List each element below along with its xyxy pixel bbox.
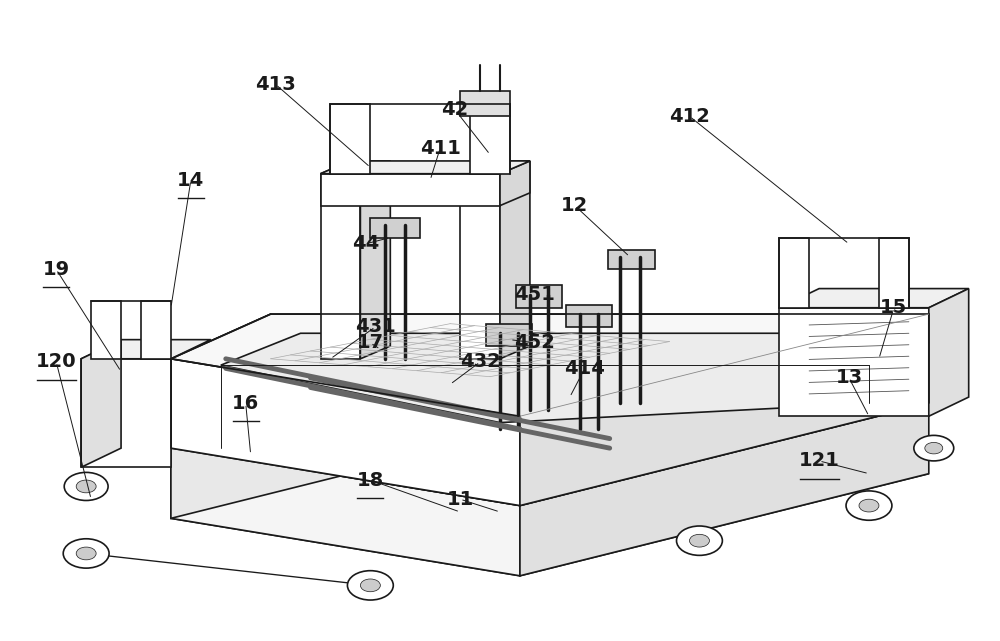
Circle shape — [689, 535, 709, 547]
Circle shape — [360, 579, 380, 592]
Text: 121: 121 — [799, 451, 840, 470]
Circle shape — [76, 480, 96, 493]
Polygon shape — [360, 161, 390, 359]
Circle shape — [914, 435, 954, 461]
Polygon shape — [171, 314, 271, 448]
Text: 452: 452 — [514, 333, 555, 353]
Polygon shape — [91, 301, 121, 359]
Circle shape — [64, 472, 108, 501]
Circle shape — [846, 491, 892, 520]
Polygon shape — [221, 333, 869, 422]
Text: 42: 42 — [442, 101, 469, 119]
Polygon shape — [500, 161, 530, 359]
Polygon shape — [81, 359, 171, 467]
Polygon shape — [566, 304, 612, 327]
Polygon shape — [171, 346, 580, 519]
Circle shape — [347, 570, 393, 600]
Polygon shape — [486, 324, 532, 346]
Text: 414: 414 — [564, 359, 605, 378]
Polygon shape — [779, 288, 969, 308]
Text: 12: 12 — [561, 196, 588, 215]
Polygon shape — [779, 238, 809, 308]
Text: 412: 412 — [669, 107, 710, 126]
Text: 451: 451 — [514, 285, 555, 304]
Circle shape — [859, 499, 879, 512]
Text: 15: 15 — [880, 298, 908, 317]
Text: 13: 13 — [835, 369, 863, 387]
Text: 17: 17 — [357, 333, 384, 353]
Polygon shape — [520, 403, 929, 576]
Polygon shape — [171, 448, 520, 576]
Text: 413: 413 — [255, 75, 296, 94]
Text: 19: 19 — [43, 260, 70, 279]
Text: 120: 120 — [36, 353, 77, 372]
Text: 16: 16 — [232, 394, 259, 413]
Circle shape — [925, 442, 943, 454]
Polygon shape — [929, 288, 969, 416]
Polygon shape — [460, 174, 500, 359]
Polygon shape — [81, 340, 121, 467]
Polygon shape — [500, 161, 530, 206]
Polygon shape — [171, 416, 929, 576]
Polygon shape — [330, 103, 370, 174]
Polygon shape — [141, 301, 171, 359]
Polygon shape — [320, 174, 360, 359]
Polygon shape — [171, 314, 929, 416]
Text: 18: 18 — [357, 470, 384, 490]
Text: 44: 44 — [352, 235, 379, 253]
Polygon shape — [879, 238, 909, 308]
Text: 11: 11 — [446, 490, 474, 509]
Polygon shape — [320, 161, 390, 174]
Polygon shape — [779, 308, 929, 416]
Text: 431: 431 — [355, 317, 396, 337]
Circle shape — [677, 526, 722, 555]
Polygon shape — [516, 285, 562, 308]
Text: 14: 14 — [177, 171, 204, 190]
Text: 411: 411 — [420, 138, 461, 158]
Polygon shape — [171, 346, 929, 506]
Polygon shape — [320, 174, 500, 206]
Polygon shape — [171, 359, 520, 506]
Polygon shape — [460, 161, 530, 174]
Polygon shape — [81, 340, 211, 359]
Polygon shape — [520, 314, 929, 506]
Polygon shape — [460, 91, 510, 116]
Text: 432: 432 — [460, 353, 500, 372]
Circle shape — [76, 547, 96, 560]
Circle shape — [63, 539, 109, 568]
Polygon shape — [470, 103, 510, 174]
Polygon shape — [370, 219, 420, 238]
Polygon shape — [608, 250, 655, 269]
Polygon shape — [320, 161, 530, 174]
